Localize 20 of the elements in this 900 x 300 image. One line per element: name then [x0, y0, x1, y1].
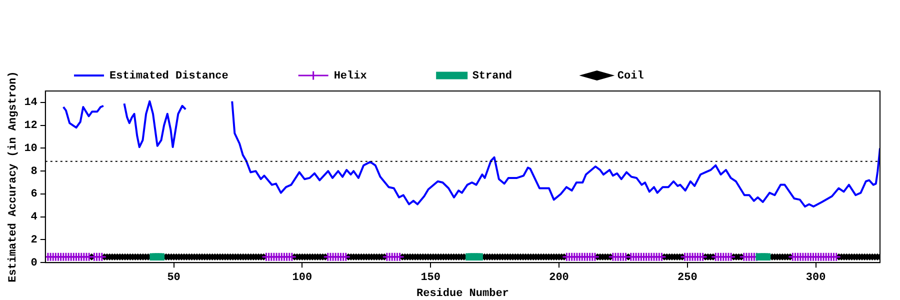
- legend-label: Strand: [472, 70, 512, 82]
- legend-label: Coil: [617, 70, 644, 82]
- y-tick-label: 2: [30, 234, 38, 246]
- y-tick-label: 6: [30, 188, 38, 201]
- x-tick-label: 200: [549, 272, 569, 284]
- y-tick-label: 12: [24, 120, 38, 132]
- y-tick-label: 4: [30, 212, 38, 224]
- y-tick-label: 14: [24, 97, 38, 110]
- x-tick-label: 150: [420, 272, 441, 284]
- x-tick-label: 50: [167, 272, 180, 284]
- legend-label: Estimated Distance: [110, 70, 229, 82]
- x-tick-label: 300: [806, 272, 826, 284]
- x-tick-label: 100: [292, 272, 312, 284]
- y-tick-label: 10: [24, 142, 38, 155]
- y-tick-label: 0: [30, 257, 38, 270]
- legend-label: Helix: [334, 70, 368, 82]
- y-tick-label: 8: [30, 166, 38, 178]
- x-axis-title: Residue Number: [416, 288, 509, 300]
- y-axis-title: Estimated Accuracy (in Angstron): [7, 71, 20, 282]
- x-tick-label: 250: [677, 272, 698, 284]
